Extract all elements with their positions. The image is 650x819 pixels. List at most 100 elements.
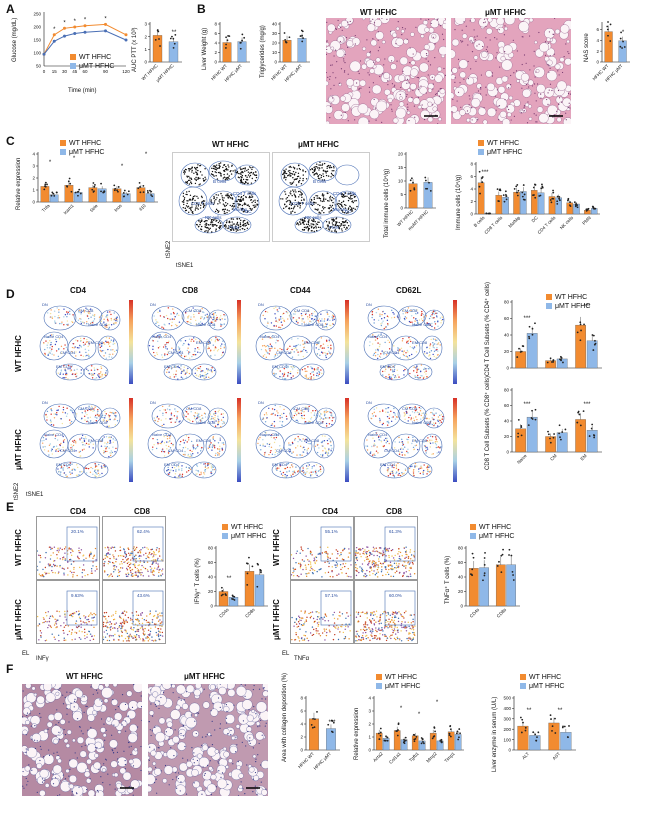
cell-dot (176, 415, 178, 417)
cell-dot (256, 200, 259, 202)
cell-dot (106, 425, 108, 428)
cell-dot (431, 423, 434, 426)
cell-dot (229, 204, 231, 207)
y-tick-label: 40 (504, 419, 510, 424)
data-point (534, 322, 536, 325)
cell-dot (366, 439, 368, 441)
cell-dot (391, 374, 394, 376)
cell-dot (289, 371, 292, 373)
fat-vacuole (351, 37, 361, 46)
cell-dot (416, 309, 418, 311)
cell-dot (87, 467, 90, 470)
cell-dot (393, 345, 395, 347)
fat-vacuole (420, 109, 430, 120)
cell-dot (218, 164, 220, 167)
cell-dot (50, 309, 52, 311)
cell-dot (327, 224, 329, 226)
data-point (587, 207, 590, 210)
cell-dot (101, 472, 103, 475)
nucleus (463, 78, 465, 80)
cell-dot (203, 318, 205, 320)
cell-dot (71, 346, 74, 349)
cell-dot (51, 353, 53, 355)
cell-dot (164, 344, 166, 346)
fat-vacuole (451, 92, 455, 99)
x-tick-label: Icam1 (62, 203, 75, 216)
cell-dot (223, 176, 226, 178)
cell-dot (304, 368, 306, 370)
data-point (151, 195, 154, 198)
cell-dot (320, 351, 323, 353)
cell-dot (112, 353, 114, 355)
cell-dot (385, 442, 387, 444)
cell-dot (385, 354, 388, 356)
cell-dot (110, 324, 113, 326)
cell-dot (297, 436, 299, 438)
cell-dot (201, 322, 203, 325)
data-point (521, 345, 524, 347)
cell-dot (214, 340, 217, 343)
cell-dot (218, 162, 220, 165)
cluster-outline (423, 407, 445, 429)
nucleus (463, 21, 465, 23)
cell-dot (281, 424, 283, 426)
cell-dot (429, 442, 432, 445)
a-auc-ylabel: AUC PTT (x 10³) (132, 27, 138, 72)
cluster-label: CM CD4 (168, 350, 184, 355)
cell-dot (88, 344, 90, 346)
cell-dot (387, 469, 389, 471)
cell-dot (308, 464, 311, 466)
cell-dot (185, 193, 187, 196)
cell-dot (301, 454, 303, 457)
cell-dot (70, 447, 72, 449)
cell-dot (403, 472, 405, 475)
cell-dot (167, 341, 169, 344)
fat-vacuole (383, 72, 390, 80)
cell-dot (194, 166, 196, 169)
cell-dot (240, 180, 243, 182)
cell-dot (50, 343, 52, 346)
cell-dot (311, 367, 313, 370)
cell-dot (105, 373, 107, 376)
cell-dot (80, 339, 82, 342)
data-point (552, 436, 555, 439)
cell-dot (61, 321, 63, 323)
significance-star: * (622, 30, 625, 36)
cell-dot (89, 441, 92, 444)
cell-dot (247, 182, 249, 184)
cell-dot (440, 322, 442, 324)
cell-dot (419, 467, 421, 469)
nucleus (477, 90, 480, 92)
cell-dot (416, 321, 419, 323)
cell-dot (105, 324, 107, 327)
cell-dot (283, 320, 286, 323)
nucleus (366, 39, 368, 41)
cell-dot (217, 419, 220, 421)
cell-dot (290, 190, 292, 192)
data-point (556, 202, 559, 205)
cell-dot (206, 463, 209, 465)
cell-dot (153, 315, 155, 317)
cell-dot (440, 414, 443, 416)
cell-dot (215, 171, 217, 174)
cell-dot (114, 450, 116, 453)
cell-dot (292, 191, 295, 193)
cell-dot (329, 440, 332, 442)
cell-dot (214, 410, 217, 413)
cell-dot (352, 207, 355, 209)
cell-dot (50, 408, 52, 410)
cell-dot (109, 437, 111, 439)
cell-dot (199, 223, 201, 226)
cell-dot (242, 211, 245, 213)
fat-vacuole (538, 113, 549, 124)
nucleus (468, 104, 470, 106)
cell-dot (300, 312, 303, 315)
cell-dot (314, 310, 316, 313)
cell-dot (60, 466, 63, 468)
cell-dot (81, 434, 84, 437)
nucleus (495, 57, 497, 59)
cell-dot (246, 176, 248, 178)
cell-dot (88, 310, 90, 313)
cell-dot (247, 168, 249, 171)
nucleus (356, 82, 358, 84)
